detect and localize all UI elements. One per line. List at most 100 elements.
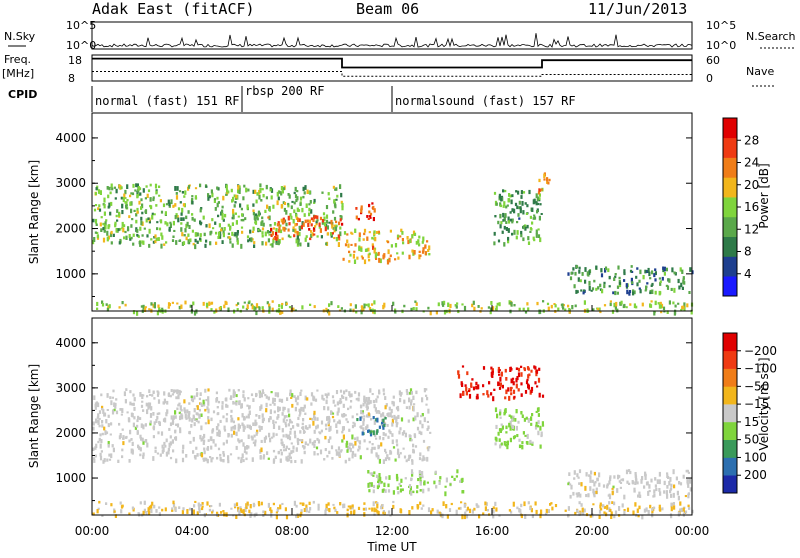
echo-cell bbox=[368, 203, 371, 208]
echo-cell bbox=[175, 396, 178, 400]
echo-cell bbox=[411, 234, 414, 239]
echo-cell bbox=[222, 230, 225, 235]
echo-cell bbox=[128, 439, 131, 443]
echo-cell bbox=[520, 233, 523, 238]
echo-cell bbox=[140, 437, 143, 441]
echo-cell bbox=[468, 388, 471, 392]
echo-cell bbox=[225, 417, 228, 423]
echo-cell bbox=[331, 415, 335, 419]
echo-cell bbox=[360, 208, 363, 214]
y-tick-label: 4000 bbox=[55, 131, 86, 145]
echo-cell bbox=[377, 445, 380, 449]
echo-cell bbox=[480, 307, 483, 310]
x-tick-label: 20:00 bbox=[575, 524, 610, 538]
echo-cell bbox=[337, 451, 340, 455]
echo-cell bbox=[399, 452, 402, 455]
echo-cell bbox=[248, 406, 251, 410]
echo-cell bbox=[577, 277, 580, 282]
echo-cell bbox=[232, 208, 235, 214]
echo-cell bbox=[227, 433, 230, 437]
echo-cell bbox=[130, 438, 133, 441]
echo-cell bbox=[195, 388, 198, 392]
echo-cell bbox=[632, 510, 635, 515]
echo-cell bbox=[426, 397, 429, 401]
echo-cell bbox=[287, 228, 290, 232]
echo-cell bbox=[517, 372, 521, 378]
echo-cell bbox=[172, 389, 175, 394]
echo-cell bbox=[628, 482, 631, 485]
echo-cell bbox=[682, 507, 685, 512]
echo-cell bbox=[182, 507, 185, 511]
echo-cell bbox=[578, 469, 582, 474]
echo-cell bbox=[249, 426, 252, 430]
echo-cell bbox=[611, 490, 614, 496]
echo-cell bbox=[129, 201, 132, 206]
echo-cell bbox=[670, 515, 673, 519]
echo-cell bbox=[677, 302, 680, 305]
echo-cell bbox=[255, 303, 259, 309]
echo-cell bbox=[531, 514, 534, 519]
echo-cell bbox=[348, 260, 351, 263]
echo-cell bbox=[280, 304, 283, 309]
echo-cell bbox=[134, 189, 137, 192]
echo-cell bbox=[516, 506, 519, 510]
echo-cell bbox=[120, 186, 123, 190]
echo-cell bbox=[162, 203, 166, 208]
nave-tick-top: 60 bbox=[706, 54, 720, 67]
echo-cell bbox=[416, 412, 419, 418]
echo-cell bbox=[412, 443, 415, 448]
echo-cell bbox=[253, 241, 256, 244]
echo-cell bbox=[108, 186, 111, 191]
echo-cell bbox=[284, 421, 287, 425]
echo-cell bbox=[236, 240, 239, 245]
echo-cell bbox=[401, 238, 404, 242]
echo-cell bbox=[141, 234, 144, 237]
echo-cell bbox=[396, 486, 399, 490]
echo-cell bbox=[270, 233, 273, 237]
echo-cell bbox=[511, 208, 514, 212]
echo-cell bbox=[224, 397, 227, 402]
echo-cell bbox=[354, 437, 357, 441]
echo-cell bbox=[635, 305, 638, 309]
echo-cell bbox=[504, 396, 507, 400]
echo-cell bbox=[526, 224, 529, 229]
echo-cell bbox=[99, 443, 102, 449]
echo-cell bbox=[290, 396, 293, 399]
echo-cell bbox=[293, 191, 296, 195]
echo-cell bbox=[326, 416, 329, 421]
echo-cell bbox=[165, 203, 169, 206]
echo-cell bbox=[272, 419, 275, 424]
echo-cell bbox=[659, 508, 662, 512]
echo-cell bbox=[465, 391, 468, 396]
echo-cell bbox=[230, 418, 233, 423]
echo-cell bbox=[246, 204, 249, 210]
echo-cell bbox=[154, 446, 157, 450]
echo-cell bbox=[623, 510, 626, 516]
echo-cell bbox=[270, 195, 273, 200]
echo-cell bbox=[165, 241, 168, 244]
echo-cell bbox=[274, 421, 277, 424]
echo-cell bbox=[360, 255, 363, 258]
echo-cell bbox=[292, 219, 295, 224]
echo-cell bbox=[210, 230, 213, 234]
echo-cell bbox=[328, 450, 331, 455]
echo-cell bbox=[267, 457, 270, 460]
echo-cell bbox=[149, 420, 152, 424]
beam-label: Beam 06 bbox=[356, 0, 419, 18]
echo-cell bbox=[532, 236, 535, 240]
echo-cell bbox=[626, 289, 629, 295]
echo-cell bbox=[339, 450, 343, 453]
echo-cell bbox=[207, 419, 210, 425]
echo-cell bbox=[222, 451, 225, 455]
echo-cell bbox=[237, 438, 240, 442]
echo-cell bbox=[674, 309, 677, 315]
echo-cell bbox=[335, 449, 338, 452]
echo-cell bbox=[495, 507, 498, 512]
echo-cell bbox=[101, 408, 104, 411]
echo-cell bbox=[111, 410, 115, 415]
echo-cell bbox=[94, 446, 97, 450]
echo-cell bbox=[336, 421, 339, 424]
echo-cell bbox=[271, 436, 274, 439]
echo-cell bbox=[535, 424, 538, 427]
echo-cell bbox=[128, 215, 131, 219]
